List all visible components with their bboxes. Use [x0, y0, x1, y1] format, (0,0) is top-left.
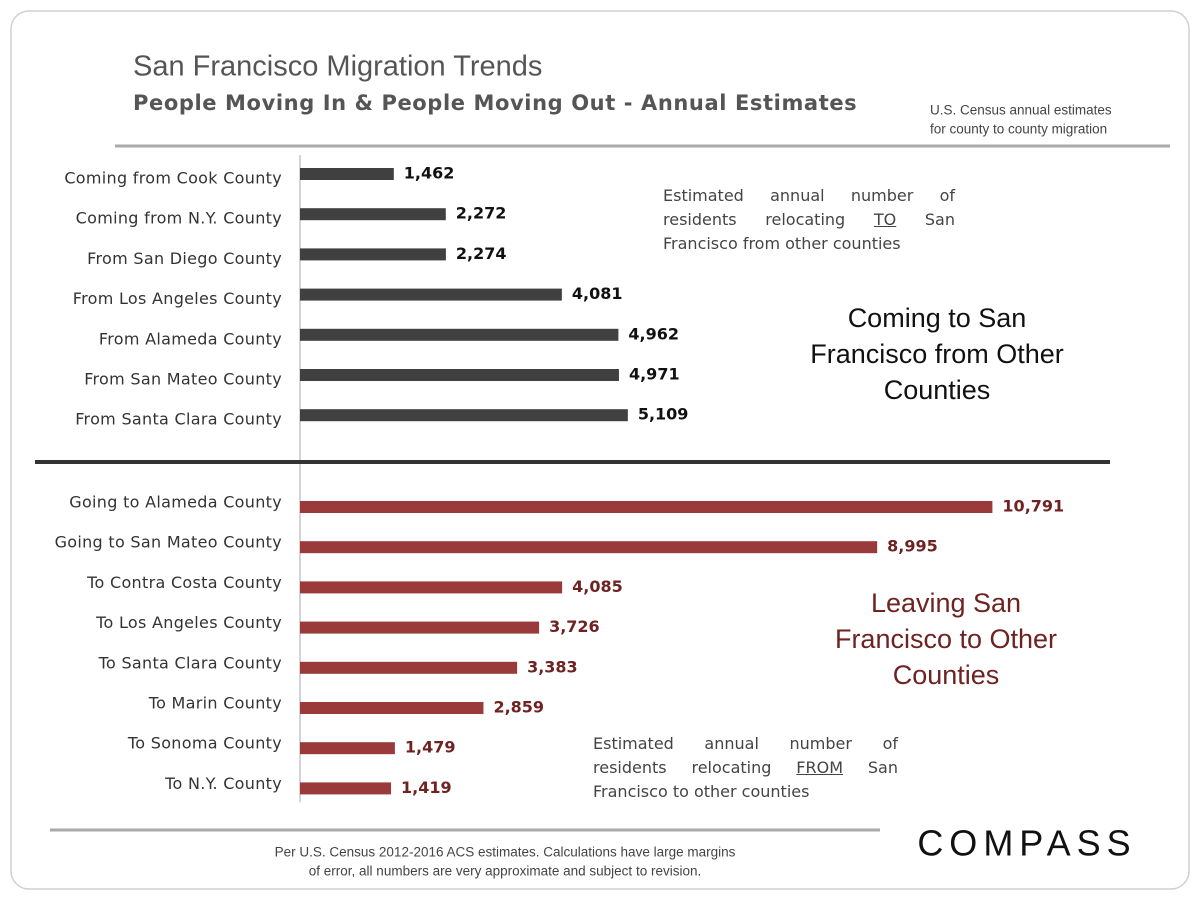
note-text: San Francisco to other counties: [593, 758, 898, 801]
category-label: To Contra Costa County: [86, 573, 282, 592]
logo: COMPASS: [917, 823, 1136, 864]
bar: [300, 501, 993, 513]
category-label: To N.Y. County: [164, 774, 282, 793]
value-label: 8,995: [887, 537, 938, 556]
category-label: From Alameda County: [99, 329, 282, 348]
note-text: FROM: [796, 758, 844, 777]
bar: [300, 541, 878, 554]
category-label: To Santa Clara County: [98, 653, 282, 672]
bar: [300, 328, 619, 341]
value-label: 2,272: [456, 204, 507, 223]
bar: [300, 661, 518, 674]
bar: [300, 581, 563, 594]
value-label: 4,081: [572, 284, 623, 303]
section-heading: Counties: [893, 660, 1000, 690]
category-label: From San Mateo County: [84, 370, 282, 389]
category-label: Going to Alameda County: [69, 493, 282, 512]
category-label: Coming from Cook County: [64, 169, 282, 188]
bar: [300, 782, 392, 795]
section-heading: Francisco from Other: [810, 339, 1064, 369]
note-text: TO: [873, 210, 897, 229]
value-label: 1,419: [401, 778, 452, 797]
bar: [300, 288, 562, 301]
value-label: 2,274: [456, 244, 507, 263]
note-text: Estimated annual number of residents rel…: [593, 734, 898, 777]
value-label: 1,462: [404, 164, 455, 183]
section-note: Estimated annual number of residents rel…: [663, 184, 955, 256]
source-note: U.S. Census annual estimates: [930, 103, 1112, 118]
category-label: Going to San Mateo County: [55, 533, 282, 552]
section-heading: Coming to San: [848, 303, 1027, 333]
category-label: To Los Angeles County: [95, 613, 282, 632]
value-label: 4,971: [629, 365, 680, 384]
bar: [300, 621, 540, 634]
bar: [300, 742, 395, 755]
footer-note: Per U.S. Census 2012-2016 ACS estimates.…: [275, 845, 736, 860]
value-label: 4,962: [628, 324, 679, 343]
category-label: To Marin County: [148, 694, 282, 713]
subtitle: People Moving In & People Moving Out - A…: [133, 91, 857, 115]
bar: [300, 702, 484, 714]
source-note: for county to county migration: [930, 122, 1107, 137]
value-label: 5,109: [638, 405, 689, 424]
section-heading: Francisco to Other: [835, 624, 1057, 654]
category-label: To Sonoma County: [127, 734, 282, 753]
bar: [300, 168, 394, 180]
value-label: 2,859: [493, 698, 544, 717]
category-label: From San Diego County: [87, 249, 282, 268]
bar: [300, 369, 619, 381]
note-text: San Francisco from other counties: [663, 210, 955, 253]
bar: [300, 409, 628, 422]
category-label: From Los Angeles County: [73, 289, 282, 308]
note-text: Estimated annual number of residents rel…: [663, 186, 955, 229]
title: San Francisco Migration Trends: [133, 51, 542, 83]
section-note: Estimated annual number of residents rel…: [593, 732, 898, 804]
footer-note: of error, all numbers are very approxima…: [309, 864, 701, 879]
category-label: From Santa Clara County: [75, 410, 282, 429]
value-label: 1,479: [405, 738, 456, 757]
section-heading: Leaving San: [871, 588, 1021, 618]
value-label: 3,726: [549, 617, 600, 636]
bar: [300, 208, 446, 221]
value-label: 10,791: [1002, 497, 1064, 516]
bar: [300, 248, 446, 261]
section-heading: Counties: [884, 375, 991, 405]
value-label: 3,383: [527, 657, 578, 676]
value-label: 4,085: [572, 577, 623, 596]
category-label: Coming from N.Y. County: [76, 209, 282, 228]
